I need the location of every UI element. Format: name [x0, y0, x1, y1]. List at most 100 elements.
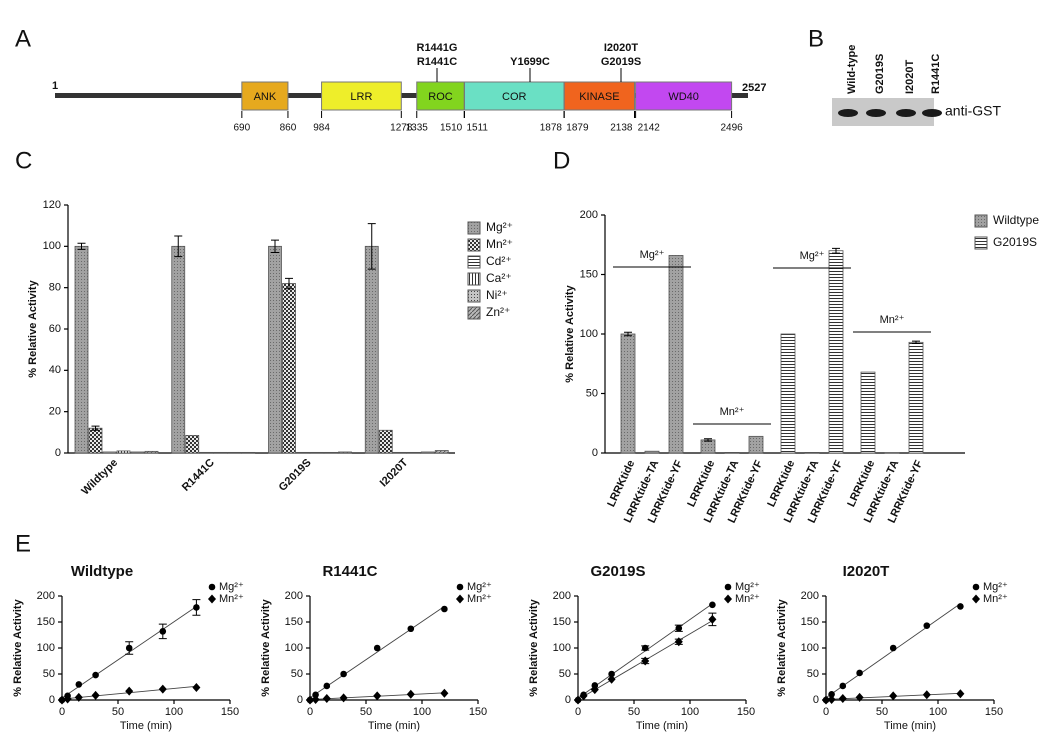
legend-marker: [724, 594, 732, 604]
mutation-label: I2020T: [604, 42, 639, 54]
bar: [199, 451, 214, 454]
legend-marker: [456, 583, 464, 591]
legend-label: Zn²⁺: [486, 305, 510, 319]
bar: [324, 451, 338, 454]
x-tick-label: G2019S: [277, 457, 314, 494]
y-tick-label: 150: [801, 616, 819, 628]
marker: [159, 628, 167, 635]
marker: [340, 670, 347, 678]
legend-swatch: [467, 272, 481, 286]
bar: [296, 451, 310, 454]
legend-swatch: [467, 238, 481, 252]
domain-end: 1878: [540, 123, 563, 134]
sequence-start: 1: [52, 80, 58, 92]
error-bar: [174, 235, 183, 258]
x-tick-label: 50: [360, 706, 372, 718]
marker: [923, 622, 931, 629]
mutation-label: Y1699C: [510, 56, 550, 68]
domain-end: 2138: [610, 123, 633, 134]
legend-swatch: [974, 236, 988, 250]
antibody-label: anti-GST: [945, 103, 1001, 119]
y-tick-label: 0: [592, 447, 598, 459]
domain-name: KINASE: [579, 91, 619, 103]
marker: [956, 689, 965, 699]
marker: [641, 644, 649, 652]
x-tick-label: 150: [221, 706, 239, 718]
bar: [88, 427, 103, 454]
bar: [241, 451, 256, 454]
panel-label: A: [15, 25, 31, 52]
domain-start: 1335: [406, 123, 429, 134]
mutation-label: R1441G: [417, 42, 458, 54]
error-bar: [77, 242, 86, 250]
bar: [724, 452, 740, 454]
legend-label: Mn²⁺: [486, 237, 513, 251]
legend-marker: [208, 583, 216, 591]
domain-name: WD40: [668, 91, 699, 103]
marker: [125, 686, 134, 696]
marker: [312, 691, 319, 699]
panel-label: D: [553, 147, 570, 174]
bar: [406, 451, 421, 454]
y-tick-label: 20: [49, 406, 61, 418]
y-tick-label: 60: [49, 323, 61, 335]
legend-marker: [972, 594, 980, 604]
annotation: Mn²⁺: [720, 406, 745, 418]
y-axis-label: % Relative Activity: [260, 598, 272, 696]
y-axis-label: % Relative Activity: [776, 598, 788, 696]
marker: [838, 693, 847, 703]
marker: [74, 692, 83, 702]
blot-band: [866, 109, 886, 117]
chart-title: Wildtype: [71, 563, 133, 580]
marker: [406, 689, 415, 699]
bar: [700, 439, 716, 454]
bar: [392, 451, 407, 454]
lane-label: I2020T: [904, 59, 916, 94]
marker: [92, 671, 99, 679]
domain-end: 860: [280, 123, 297, 134]
x-tick-label: 100: [413, 706, 431, 718]
error-bar: [912, 340, 920, 345]
marker: [608, 670, 615, 678]
error-bar: [704, 438, 712, 442]
bar: [310, 451, 324, 454]
marker: [839, 682, 847, 690]
marker: [91, 690, 100, 700]
bar: [420, 451, 435, 454]
x-axis-label: Time (min): [120, 720, 172, 732]
x-tick-label: R1441C: [180, 457, 217, 494]
bar: [74, 245, 89, 454]
domain-start: 690: [233, 123, 250, 134]
x-axis-label: Time (min): [636, 720, 688, 732]
y-tick-label: 80: [49, 282, 61, 294]
bar: [828, 250, 844, 454]
lane-label: G2019S: [874, 54, 886, 94]
marker: [641, 656, 650, 666]
marker: [373, 691, 382, 701]
y-tick-label: 100: [285, 642, 303, 654]
sequence-end: 2527: [742, 82, 766, 94]
bar: [213, 451, 228, 454]
bar: [116, 450, 131, 454]
bar: [185, 435, 200, 454]
marker: [709, 601, 716, 609]
legend-marker: [208, 594, 216, 604]
marker: [957, 603, 964, 610]
marker: [311, 694, 320, 704]
panel-label: C: [15, 147, 32, 174]
y-axis-label: % Relative Activity: [12, 598, 24, 696]
panel-label: B: [808, 25, 824, 52]
blot-band: [838, 109, 858, 117]
y-tick-label: 0: [813, 694, 819, 706]
y-tick-label: 100: [553, 642, 571, 654]
error-bar: [271, 239, 279, 254]
domain-name: LRR: [350, 91, 372, 103]
y-axis-label: % Relative Activity: [528, 598, 540, 696]
x-tick-label: Wildtype: [79, 457, 120, 498]
marker: [675, 624, 683, 632]
y-tick-label: 120: [43, 199, 61, 211]
y-tick-label: 100: [37, 642, 55, 654]
marker: [889, 691, 898, 701]
y-tick-label: 100: [43, 240, 61, 252]
marker: [574, 695, 582, 705]
